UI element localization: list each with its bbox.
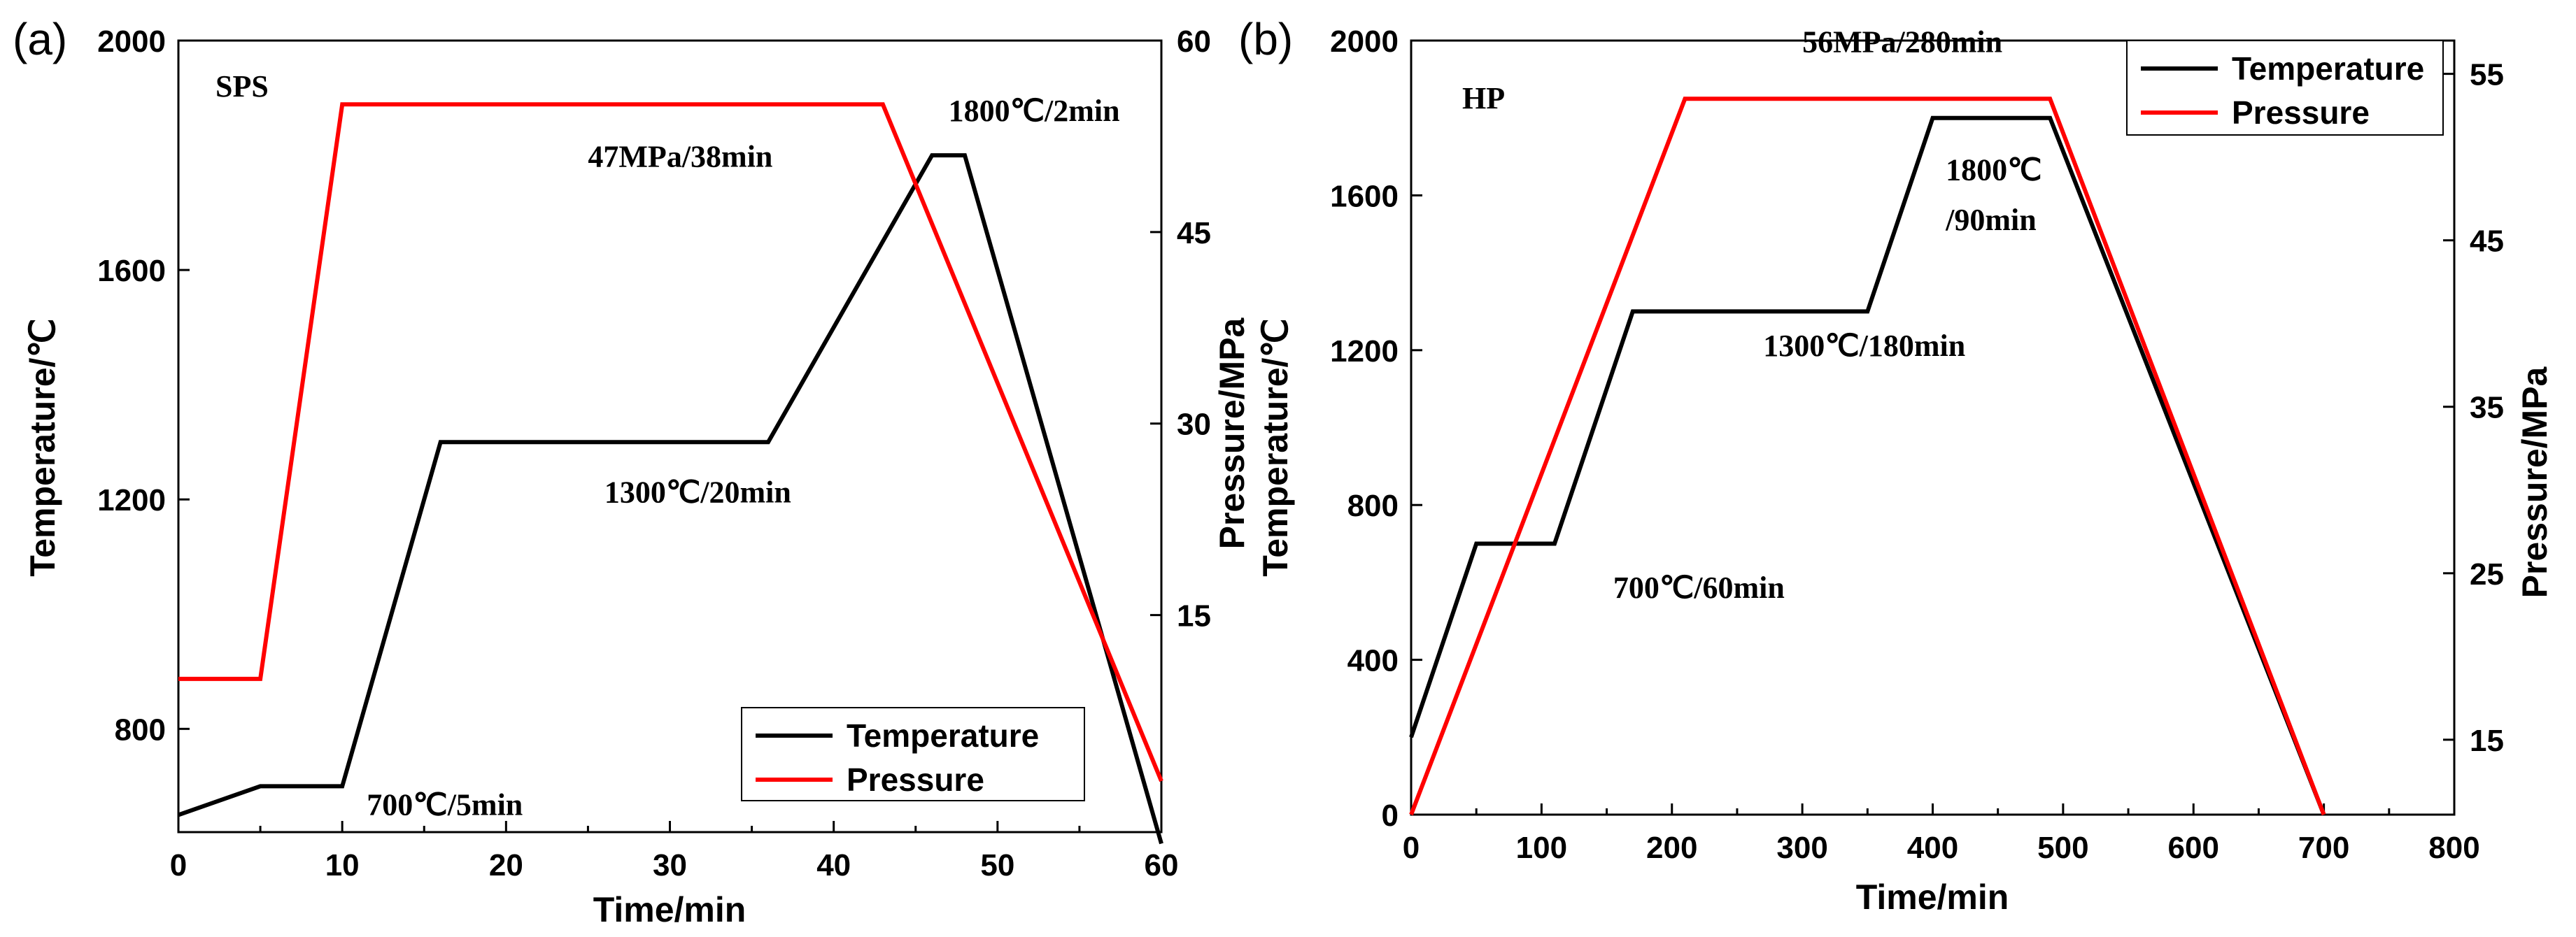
annotation: 56MPa/280min <box>1802 25 2002 59</box>
series-line-temperature <box>1409 115 2326 816</box>
annotation: 1800℃/2min <box>949 94 1120 128</box>
legend-label-pressure: Pressure <box>847 761 984 798</box>
legend-label-temperature: Temperature <box>847 717 1039 754</box>
y-tick-label: 1600 <box>97 254 166 288</box>
y-tick-label: 1600 <box>1330 179 1399 213</box>
panel-label: (b) <box>1238 14 1293 64</box>
x-tick-label: 0 <box>170 848 187 882</box>
y2-tick-label: 30 <box>1177 408 1211 442</box>
legend-label-temperature: Temperature <box>2232 50 2424 87</box>
y2-tick-label: 45 <box>1177 216 1211 250</box>
y-tick-label: 2000 <box>97 24 166 59</box>
y-tick-label: 400 <box>1347 644 1399 678</box>
plot-frame <box>1410 39 2456 816</box>
legend-label-pressure: Pressure <box>2232 94 2370 131</box>
x-tick-label: 100 <box>1516 831 1567 865</box>
y2-tick-label: 45 <box>2470 224 2504 259</box>
panel-title: HP <box>1462 81 1505 115</box>
x-tick-label: 300 <box>1776 831 1827 865</box>
y2-tick-label: 15 <box>1177 599 1211 634</box>
y-tick-label: 2000 <box>1330 24 1399 59</box>
x-tick-label: 200 <box>1646 831 1697 865</box>
y2-tick-label: 15 <box>2470 724 2504 758</box>
y-tick-label: 800 <box>115 713 166 747</box>
legend: Temperature Pressure <box>741 707 1085 801</box>
y2-tick-label: 25 <box>2470 557 2504 592</box>
y-tick-label: 1200 <box>97 483 166 517</box>
series-line-pressure <box>1409 96 2326 816</box>
y2-axis-title: Pressure/MPa <box>1212 317 1252 549</box>
y-tick-label: 0 <box>1382 799 1399 833</box>
legend-box <box>2126 40 2444 136</box>
panel-label: (a) <box>13 14 67 64</box>
y2-tick-label: 35 <box>2470 391 2504 425</box>
legend: Temperature Pressure <box>2126 40 2444 136</box>
x-tick-label: 50 <box>980 848 1014 882</box>
series-line-pressure <box>178 102 1163 782</box>
x-tick-label: 20 <box>489 848 523 882</box>
annotation: 1300℃/180min <box>1763 329 1965 363</box>
x-tick-label: 600 <box>2168 831 2219 865</box>
legend-box <box>741 707 1085 801</box>
y-axis-title: Temperature/℃ <box>23 318 62 576</box>
panel-title: SPS <box>215 69 269 103</box>
y2-axis-title: Pressure/MPa <box>2515 366 2554 598</box>
x-tick-label: 800 <box>2428 831 2479 865</box>
x-tick-label: 700 <box>2298 831 2349 865</box>
annotation: 47MPa/38min <box>588 139 772 173</box>
x-tick-label: 500 <box>2037 831 2088 865</box>
x-axis-title: Time/min <box>1856 878 2009 917</box>
annotation: 1800℃ <box>1946 152 2041 187</box>
x-tick-label: 10 <box>325 848 360 882</box>
x-tick-label: 60 <box>1145 848 1179 882</box>
x-tick-label: 0 <box>1403 831 1420 865</box>
annotation: 700℃/60min <box>1613 571 1785 605</box>
y-tick-label: 1200 <box>1330 334 1399 369</box>
annotation: 1300℃/20min <box>604 475 791 509</box>
y-axis-title: Temperature/℃ <box>1256 318 1295 576</box>
x-tick-label: 30 <box>653 848 687 882</box>
x-tick-label: 400 <box>1907 831 1958 865</box>
series-line-temperature <box>178 153 1163 845</box>
chart-panel-a: 0 10 20 30 40 50 60 800 1200 1600 2000 15 30 45 60 700℃… <box>13 14 1252 929</box>
x-axis-title: Time/min <box>593 890 746 929</box>
x-tick-label: 40 <box>816 848 851 882</box>
chart-panel-b: 0 100 200 300 400 500 600 700 800 0 400 800 1200 1600… <box>1238 14 2554 917</box>
annotation: /90min <box>1945 203 2037 237</box>
y2-tick-label: 60 <box>1177 24 1211 59</box>
y2-tick-label: 55 <box>2470 58 2504 92</box>
annotation: 700℃/5min <box>367 787 523 822</box>
y-tick-label: 800 <box>1347 489 1399 523</box>
